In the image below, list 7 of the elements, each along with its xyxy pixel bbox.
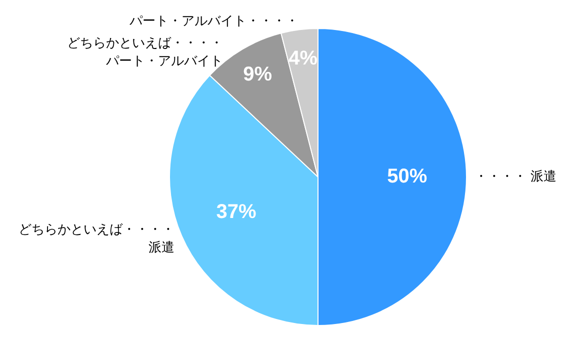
slice-label: どちらかといえば・・・・パート・アルバイト bbox=[66, 36, 223, 70]
data-label: 50% bbox=[387, 166, 428, 188]
slice-label: どちらかといえば・・・・派遣 bbox=[18, 222, 174, 256]
data-label: 9% bbox=[243, 63, 272, 86]
slice-label: ・・・・ 派遣 bbox=[474, 169, 557, 184]
data-label: 37% bbox=[216, 200, 256, 223]
slice-label: パート・アルバイト・・・・ bbox=[128, 14, 298, 30]
